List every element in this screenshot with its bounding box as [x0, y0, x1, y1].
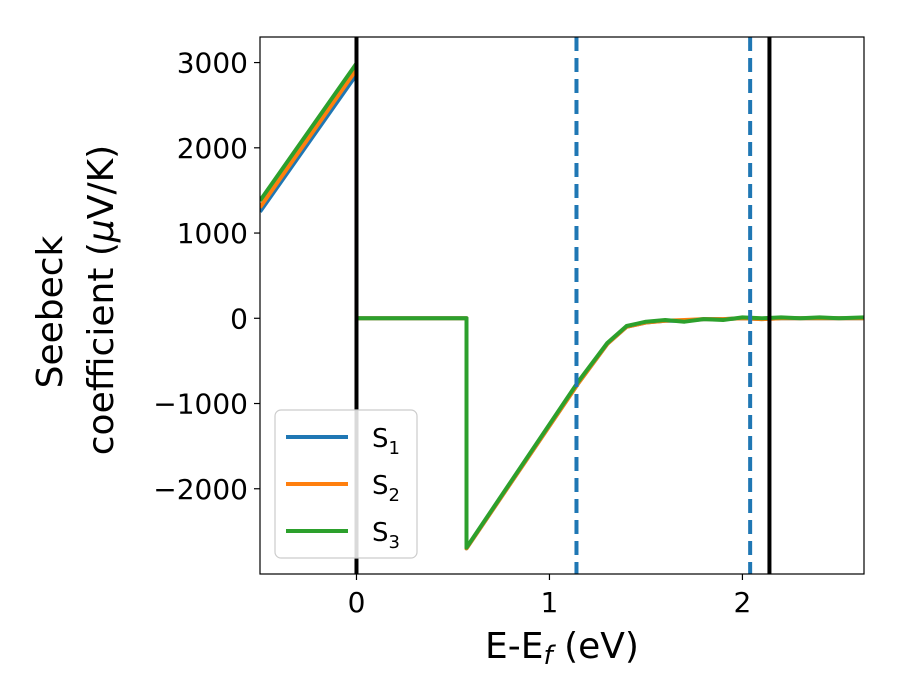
legend-label-1: S1	[372, 424, 400, 459]
y-tick-label: −2000	[153, 473, 248, 506]
y-axis-label-line1: Seebeck	[30, 235, 71, 388]
x-tick-label: 0	[348, 586, 366, 619]
x-tick-label: 2	[734, 586, 752, 619]
y-tick-label: 2000	[177, 132, 248, 165]
x-tick-label: 1	[541, 586, 559, 619]
series-layer	[260, 61, 864, 551]
y-axis-ticks: 3000 2000 1000 0 −1000 −2000	[153, 47, 260, 506]
plot-frame	[259, 36, 865, 575]
y-tick-label: 0	[230, 302, 248, 335]
y-axis-label: Seebeck coefficient (μV/K)	[30, 145, 122, 455]
legend-label-3: S3	[372, 518, 400, 553]
x-axis-ticks: 0 1 2	[348, 574, 752, 619]
legend: S1 S2 S3	[274, 409, 418, 559]
y-tick-label: 3000	[177, 47, 248, 80]
legend-label-2: S2	[372, 471, 400, 506]
vertical-lines-layer	[354, 37, 772, 574]
y-tick-label: −1000	[153, 388, 248, 421]
series-line-3	[260, 61, 864, 550]
y-axis-label-line2: coefficient (μV/K)	[81, 145, 122, 455]
y-tick-label: 1000	[177, 217, 248, 250]
x-axis-label: E-Ef (eV)	[485, 626, 639, 671]
